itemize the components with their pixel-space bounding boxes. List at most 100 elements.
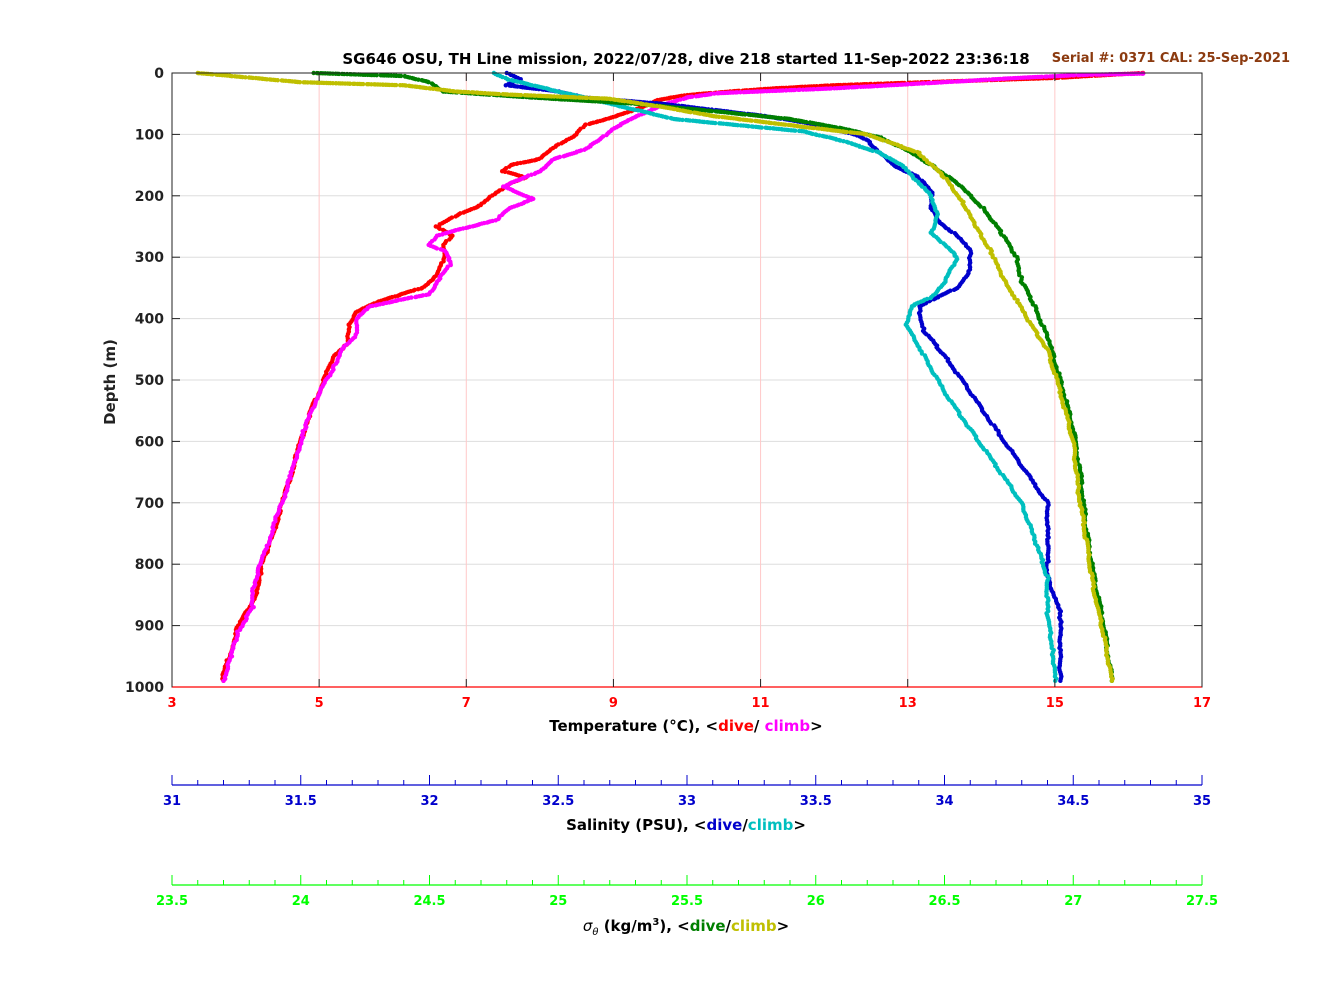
temp-label-climb: climb — [765, 717, 811, 735]
salinity-tick-label: 32 — [420, 794, 438, 809]
salinity-tick-label: 33 — [678, 794, 696, 809]
serial-cal-label: Serial #: 0371 CAL: 25-Sep-2021 — [1052, 51, 1290, 66]
dens_climb-point — [625, 99, 631, 104]
depth-tick-label: 900 — [135, 619, 164, 635]
sal_climb-point — [564, 91, 570, 96]
sigma_theta-tick-label: 27 — [1064, 894, 1082, 909]
dens_dive-point — [374, 72, 379, 78]
temp_climb-point — [689, 94, 695, 99]
sal_dive-point — [503, 83, 508, 88]
temp_climb-point — [784, 88, 789, 93]
sal_climb-point — [749, 124, 754, 129]
temp_climb-point — [409, 295, 414, 300]
sal_climb-point — [763, 125, 768, 130]
temp_climb-point — [1039, 74, 1045, 79]
sal_dive-point — [988, 421, 994, 426]
dens_climb-point — [441, 87, 446, 93]
dens_dive-point — [804, 119, 809, 125]
sal_climb-point — [683, 117, 689, 123]
temp-label-dive: dive — [718, 717, 754, 735]
temp_climb-point — [712, 91, 717, 96]
dens_climb-point — [333, 81, 339, 86]
sal_dive-point — [1058, 678, 1063, 684]
temp_dive-point — [587, 121, 592, 127]
temp_climb-point — [738, 90, 743, 95]
dens_climb-point — [576, 95, 582, 100]
temperature-tick-label: 7 — [462, 696, 471, 711]
depth-axis: 0 100 200 300 400 500 600 700 800 900 1000 — [125, 66, 1202, 696]
dens_climb-point — [867, 132, 873, 138]
dens-label-suffix: > — [777, 917, 790, 935]
temp_climb-point — [986, 77, 992, 82]
temp_dive-point — [507, 164, 512, 169]
dens_dive-point — [416, 77, 421, 82]
temperature-tick-label: 11 — [752, 696, 770, 711]
salinity-tick-label: 31 — [163, 794, 181, 809]
dens-label-prefix: ), < — [659, 917, 689, 935]
temp_climb-point — [792, 87, 798, 93]
dens_climb-point — [279, 78, 285, 83]
dens_climb-point — [364, 81, 370, 87]
sal_dive-point — [951, 287, 957, 292]
dens_climb-point — [720, 114, 725, 120]
temp-label-suffix: > — [810, 717, 823, 735]
depth-tick-label: 100 — [135, 127, 164, 143]
temperature-tick-label: 9 — [609, 696, 618, 711]
temperature-axis-label: Temperature (°C), <dive/ climb> — [549, 717, 823, 735]
temp_climb-point — [855, 84, 860, 90]
density-axis-label: σθ (kg/m3), <dive/climb> — [583, 917, 789, 938]
salinity-tick-label: 32.5 — [542, 794, 574, 809]
temp_climb-point — [1140, 71, 1146, 76]
sal_climb-point — [738, 123, 744, 128]
temp_dive-point — [581, 124, 586, 130]
temp_climb-point — [557, 154, 563, 160]
sigma_theta-tick-label: 27.5 — [1186, 894, 1218, 909]
sal_climb-point — [509, 77, 514, 83]
temp_dive-point — [415, 287, 421, 292]
dens_dive-point — [426, 80, 431, 85]
temp_climb-point — [708, 91, 714, 97]
temperature-tick-label: 3 — [167, 696, 176, 711]
salinity-tick-label: 34.5 — [1057, 794, 1089, 809]
temp_climb-point — [678, 97, 683, 102]
sal_dive-point — [518, 76, 523, 82]
sal_climb-point — [717, 121, 722, 126]
dens_dive-point — [709, 108, 715, 114]
sal_climb-point — [844, 139, 850, 145]
dens_dive-point — [779, 115, 784, 121]
dens_dive-point — [978, 204, 983, 209]
sal_climb-point — [668, 115, 674, 121]
sal_climb-series — [491, 70, 1059, 684]
sigma_theta-tick-label: 25.5 — [671, 894, 703, 909]
temp_climb-point — [950, 79, 956, 84]
depth-tick-label: 600 — [135, 434, 164, 450]
sigma_theta-tick-label: 26 — [807, 894, 825, 909]
sigma_theta-tick-label: 26.5 — [928, 894, 960, 909]
salinity-tick-label: 31.5 — [285, 794, 317, 809]
sigma_theta-tick-label: 23.5 — [156, 894, 188, 909]
sal-label-sep: / — [742, 816, 748, 834]
dens_climb-point — [351, 81, 356, 86]
temp_climb-point — [921, 81, 927, 86]
temperature-tick-label: 13 — [899, 696, 917, 711]
temp_dive-point — [502, 169, 508, 175]
dens_climb-point — [522, 93, 528, 98]
depth-tick-label: 400 — [135, 312, 164, 328]
dens_climb-point — [915, 149, 920, 155]
salinity-tick-label: 34 — [935, 794, 953, 809]
dens_climb-point — [848, 130, 853, 135]
sigma_theta-tick-label: 24 — [292, 894, 310, 909]
dens_climb-point — [588, 95, 593, 101]
temp_climb-point — [905, 81, 911, 87]
salinity-axis-label: Salinity (PSU), <dive/climb> — [566, 816, 806, 834]
sal_climb-point — [797, 128, 802, 134]
sal-label-prefix: Salinity (PSU), < — [566, 816, 706, 834]
sal_climb-point — [874, 149, 879, 154]
dens_climb-series — [195, 70, 1115, 684]
dens-label-sep: / — [726, 917, 732, 935]
sigma_theta-tick-label: 24.5 — [413, 894, 445, 909]
dens_climb-point — [884, 138, 890, 144]
dens_climb-point — [246, 75, 252, 80]
depth-tick-label: 0 — [154, 66, 164, 82]
